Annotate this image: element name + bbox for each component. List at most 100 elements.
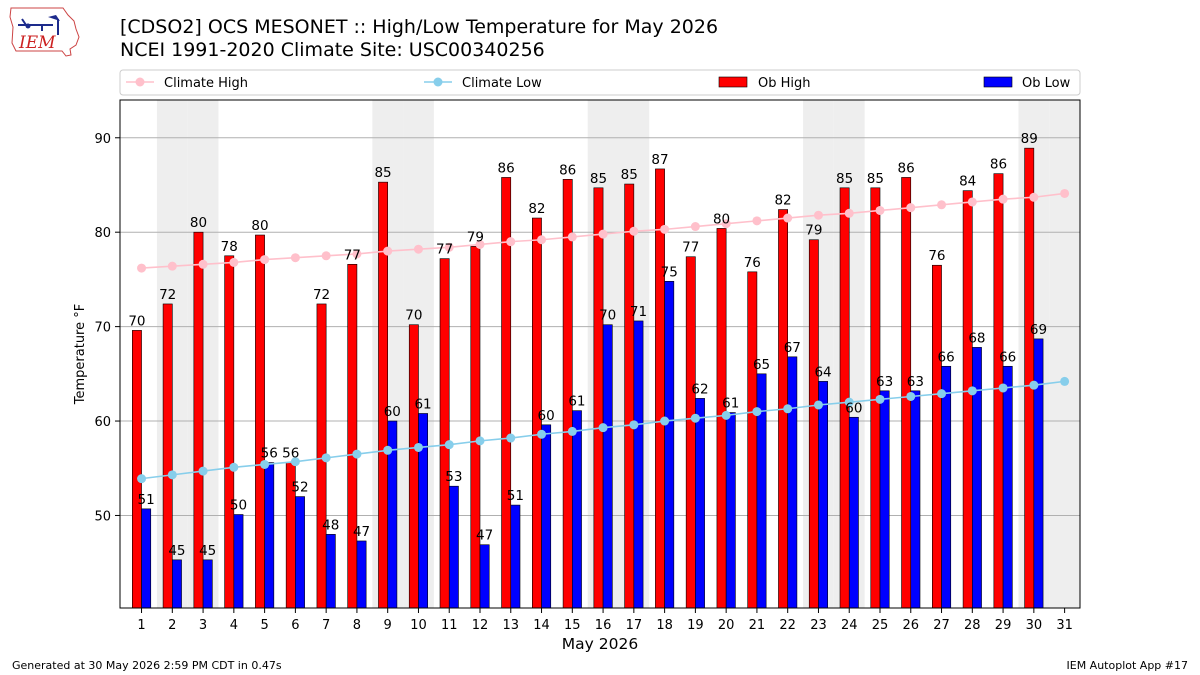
x-tick-label: 11 [441,618,458,633]
ob-high-bar [347,263,358,609]
ob-low-bar [233,514,244,609]
climate-high-point [1029,192,1039,202]
climate-low-point [229,462,239,472]
climate-low-point [137,474,147,484]
climate-high-point [906,203,916,213]
ob-high-bar [747,271,758,609]
x-tick-label: 25 [872,618,889,633]
legend-ob-low-swatch [983,76,1013,88]
ob-low-bar [602,324,613,609]
x-tick-label: 21 [749,618,766,633]
ob-low-label: 64 [814,364,831,380]
climate-high-point [875,205,885,215]
ob-low-bar [264,462,275,609]
ob-high-bar [932,264,942,609]
climate-low-point [721,410,731,420]
ob-high-label: 87 [651,152,668,168]
ob-high-label: 86 [498,160,515,176]
ob-high-label: 76 [744,255,761,271]
climate-high-point [413,244,423,254]
y-tick-label: 50 [94,509,111,524]
climate-high-point [198,259,208,269]
x-tick-label: 19 [687,618,704,633]
ob-high-label: 84 [959,174,976,190]
x-tick-label: 10 [410,618,427,633]
ob-high-bar [408,324,419,609]
ob-high-label: 80 [190,215,207,231]
ob-low-bar [848,416,859,609]
ob-high-label: 76 [928,248,945,264]
ob-high-bar [439,258,450,609]
climate-low-point [352,449,362,459]
ob-low-bar [541,424,552,609]
x-tick-label: 1 [137,618,145,633]
x-tick-label: 5 [260,618,268,633]
y-tick-label: 60 [94,415,111,430]
ob-low-label: 70 [599,308,616,324]
x-tick-label: 22 [779,618,796,633]
ob-high-label: 85 [867,171,884,187]
climate-low-point [783,404,793,414]
climate-high-point [229,257,239,267]
legend-climate-high-marker [135,77,145,87]
climate-high-point [844,208,854,218]
y-tick-label: 80 [94,226,111,241]
ob-low-label: 61 [568,394,585,410]
ob-low-label: 65 [753,357,770,373]
ob-low-bar [202,559,213,609]
ob-high-label: 70 [128,313,145,329]
climate-high-point [629,226,639,236]
legend-ob-low-label: Ob Low [1022,76,1071,91]
climate-high-point [967,197,977,207]
ob-low-label: 60 [384,404,401,420]
climate-high-point [137,263,147,273]
climate-high-point [167,261,177,271]
climate-low-point [537,429,547,439]
x-tick-label: 17 [626,618,643,633]
ob-low-label: 62 [691,381,708,397]
x-tick-label: 6 [291,618,299,633]
ob-low-label: 68 [968,330,985,346]
ob-high-bar [808,239,819,609]
ob-low-bar [695,398,705,609]
ob-high-label: 82 [528,201,545,217]
ob-high-bar [162,303,173,609]
ob-high-label: 89 [1021,131,1038,147]
ob-high-label: 77 [344,247,361,263]
x-tick-label: 16 [595,618,612,633]
climate-low-point [690,413,700,423]
ob-low-bar [725,412,736,609]
ob-high-bar [1024,147,1035,609]
ob-high-label: 85 [590,171,607,187]
climate-high-point [937,200,947,210]
ob-low-label: 45 [168,543,185,559]
climate-low-point [260,459,270,469]
climate-low-point [198,466,208,476]
climate-high-point [598,229,608,239]
climate-high-point [290,253,300,263]
x-tick-label: 8 [353,618,361,633]
climate-low-point [475,436,485,446]
ob-high-bar [593,187,604,609]
ob-high-label: 86 [898,160,915,176]
ob-low-label: 75 [661,264,678,280]
climate-low-point [998,383,1008,393]
ob-low-label: 67 [784,340,801,356]
climate-high-point [783,213,793,223]
ob-low-bar [972,347,982,609]
ob-low-bar [418,413,428,609]
ob-low-label: 45 [199,543,216,559]
ob-high-label: 79 [467,229,484,245]
legend-climate-low-marker [433,77,443,87]
climate-high-point [506,237,516,247]
ob-high-label: 86 [559,162,576,178]
ob-low-bar [448,485,459,609]
climate-low-point [752,407,762,417]
ob-high-label: 77 [682,240,699,256]
ob-high-label: 85 [836,171,853,187]
climate-low-point [937,389,947,399]
ob-low-bar [325,534,336,609]
climate-high-point [352,249,362,259]
climate-low-point [383,445,393,455]
climate-high-point [383,246,393,256]
